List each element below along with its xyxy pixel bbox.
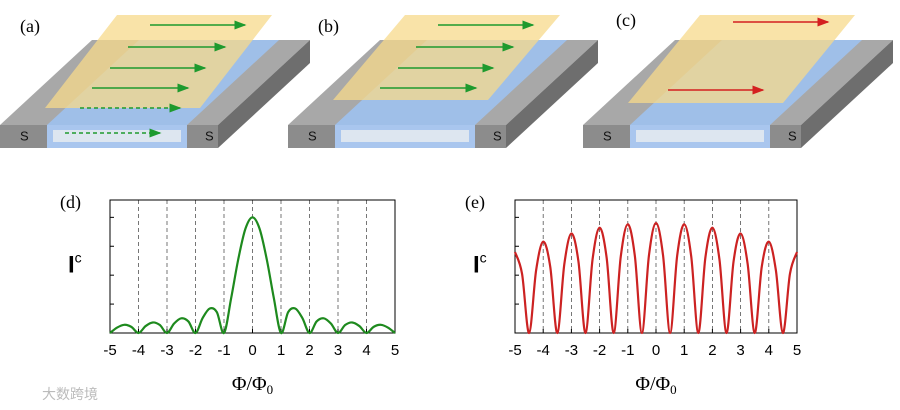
x-tick-label: 5 [391,342,399,359]
x-tick-label: 4 [362,342,370,359]
panel-label: (c) [616,10,636,31]
x-tick-label: 2 [305,342,313,359]
x-tick-label: -4 [132,342,145,359]
x-tick-label: 3 [334,342,342,359]
x-axis-label-main: Φ/Φ [635,373,670,395]
x-tick-label: -3 [565,342,578,359]
panel-label: (b) [318,16,339,37]
electrode-label: S [603,128,612,143]
x-axis-label-main: Φ/Φ [232,373,267,395]
x-tick-label: -1 [621,342,634,359]
x-tick-label: 0 [652,342,660,359]
junction-diagram [583,15,893,148]
panel-label: (a) [20,16,40,37]
plot-frame [514,199,798,334]
x-tick-label: 1 [680,342,688,359]
x-tick-label: -2 [189,342,202,359]
x-axis-label: Φ/Φ0 [635,373,676,397]
x-tick-label: -5 [508,342,521,359]
x-tick-label: 0 [248,342,256,359]
junction-diagram [288,15,598,148]
electrode-label: S [20,128,29,143]
y-axis-label: Ic [473,249,487,279]
electrode-label: S [308,128,317,143]
x-axis-label-sub: 0 [670,382,677,397]
x-tick-label: 1 [277,342,285,359]
x-tick-label: 3 [736,342,744,359]
junction-diagram [0,15,310,148]
x-tick-label: -2 [593,342,606,359]
y-axis-label-sub: c [75,249,82,265]
curve [513,222,799,335]
y-axis-label-sub: c [480,249,487,265]
y-axis-label-main: I [68,252,75,279]
x-tick-label: 2 [708,342,716,359]
y-axis-label-main: I [473,252,480,279]
curve [109,216,396,335]
x-tick-label: -3 [160,342,173,359]
x-tick-label: 4 [765,342,773,359]
x-axis-label: Φ/Φ0 [232,373,273,397]
electrode-label: S [788,128,797,143]
y-axis-label: Ic [68,249,82,279]
x-axis-label-sub: 0 [267,382,274,397]
plot-frame [109,199,396,334]
x-tick-label: -5 [103,342,116,359]
x-tick-label: 5 [793,342,801,359]
panel-label: (d) [60,192,81,213]
panel-label: (e) [465,192,485,213]
x-tick-label: -4 [537,342,550,359]
electrode-label: S [493,128,502,143]
electrode-label: S [205,128,214,143]
x-tick-label: -1 [217,342,230,359]
watermark: 大数跨境 [42,387,98,403]
